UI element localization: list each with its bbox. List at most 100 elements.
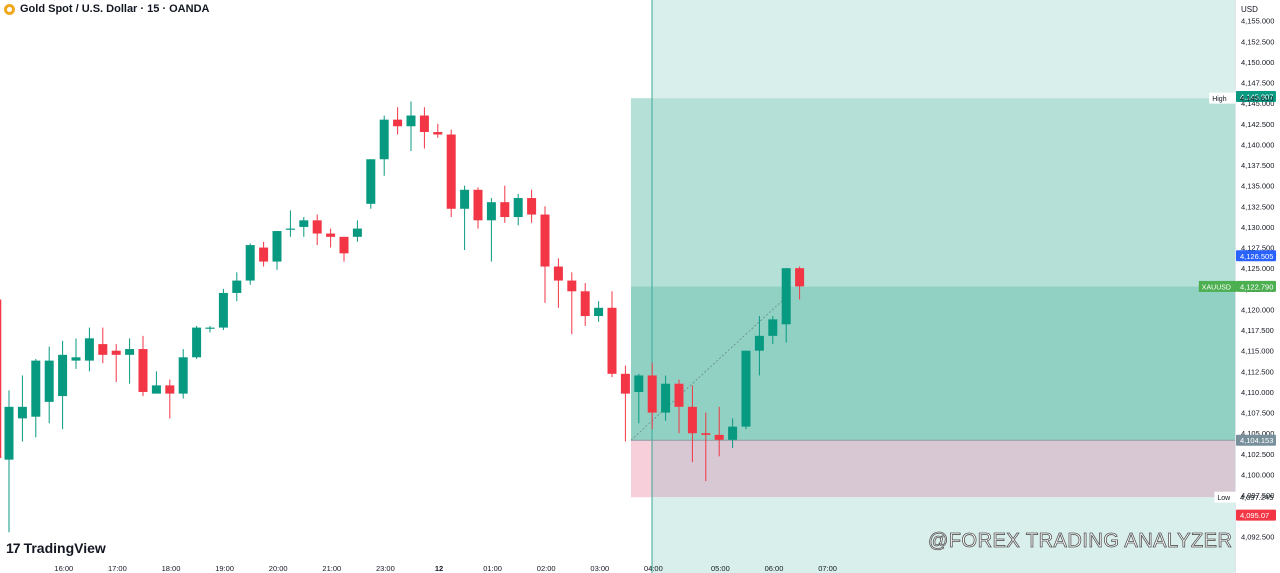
y-tick-label: 4,112.500 <box>1241 367 1274 376</box>
y-tick-label: 4,150.000 <box>1241 58 1274 67</box>
price-side-label-bg <box>1214 491 1236 503</box>
candle-body <box>567 280 577 292</box>
price-level-value: 4,097.245 <box>1240 493 1273 502</box>
target-zone-upper <box>652 0 1235 99</box>
y-tick-label: 4,100.000 <box>1241 470 1274 479</box>
candle-body <box>151 385 161 394</box>
price-side-label: XAUUSD <box>1202 284 1231 291</box>
y-tick-label: 4,117.500 <box>1241 326 1274 335</box>
tradingview-mark-icon: 17 <box>6 540 21 556</box>
candle-body <box>620 373 630 394</box>
candle-body <box>393 119 403 127</box>
x-tick-label: 06:00 <box>765 564 784 573</box>
candle-body <box>259 247 269 262</box>
candle-body <box>58 354 68 397</box>
y-tick-label: 4,120.000 <box>1241 305 1274 314</box>
profit-zone <box>631 286 1235 441</box>
candle-body <box>352 228 362 237</box>
y-tick-label: 4,152.500 <box>1241 37 1274 46</box>
price-tag-value: 4,126.505 <box>1240 252 1273 261</box>
candle-body <box>205 327 215 329</box>
candle-body <box>728 426 738 440</box>
candle-body <box>540 214 550 267</box>
y-tick-label: 4,127.500 <box>1241 244 1274 253</box>
candle-body <box>513 198 523 218</box>
target-zone <box>631 98 1235 287</box>
x-tick-label: 07:00 <box>818 564 837 573</box>
candle-body <box>366 159 376 204</box>
candle-body <box>44 360 54 402</box>
y-tick-label: 4,110.000 <box>1241 388 1274 397</box>
x-tick-label: 05:00 <box>711 564 730 573</box>
candle-body <box>580 291 590 317</box>
candle-body <box>312 220 322 234</box>
x-tick-label: 01:00 <box>483 564 502 573</box>
candle-body <box>285 228 295 230</box>
candle-body <box>326 233 336 237</box>
y-tick-label: 4,155.000 <box>1241 17 1274 26</box>
x-tick-label: 03:00 <box>590 564 609 573</box>
x-tick-label: 12 <box>435 564 443 573</box>
candle-body <box>245 245 255 281</box>
tradingview-logo[interactable]: 17 TradingView <box>6 540 106 556</box>
price-tag-value: 4,122.790 <box>1240 282 1273 291</box>
y-tick-label: 4,145.000 <box>1241 99 1274 108</box>
candle-body <box>527 198 537 215</box>
candle-body <box>607 307 617 374</box>
x-tick-label: 04:00 <box>644 564 663 573</box>
price-level-value: 4,145.610 <box>1240 94 1273 103</box>
candle-body <box>218 292 228 328</box>
lower-band <box>652 497 1235 573</box>
x-tick-label: 16:00 <box>54 564 73 573</box>
candle-body <box>634 375 644 392</box>
symbol-title[interactable]: Gold Spot / U.S. Dollar · 15 · OANDA <box>20 3 210 15</box>
price-tag-value: 4,145.807 <box>1240 92 1273 101</box>
gold-coin-icon <box>4 3 15 15</box>
candle-body <box>71 357 81 361</box>
watermark-text: @FOREX TRADING ANALYZER <box>928 530 1233 553</box>
y-tick-label: 4,132.500 <box>1241 202 1274 211</box>
candle-body <box>272 231 282 262</box>
x-tick-label: 19:00 <box>215 564 234 573</box>
price-tag <box>1236 509 1276 521</box>
candle-body <box>446 134 456 209</box>
candle-body <box>84 338 94 361</box>
x-tick-label: 18:00 <box>162 564 181 573</box>
candle-body <box>701 433 711 435</box>
y-tick-label: 4,107.500 <box>1241 409 1274 418</box>
candle-body <box>379 119 389 160</box>
price-side-label: Low <box>1217 495 1231 502</box>
candle-body <box>594 307 604 317</box>
price-side-label: High <box>1212 96 1227 103</box>
candle-body <box>500 202 510 218</box>
candle-body <box>687 406 697 434</box>
price-side-label-bg <box>1209 92 1236 104</box>
candle-body <box>754 335 764 351</box>
x-tick-label: 21:00 <box>322 564 341 573</box>
candle-body <box>674 383 684 407</box>
candle-body <box>473 189 483 221</box>
price-tag-value: 4,104.153 <box>1240 436 1273 445</box>
y-tick-label: 4,140.000 <box>1241 140 1274 149</box>
candle-body <box>125 349 135 355</box>
price-tag-value: 4,095.07 <box>1240 511 1269 520</box>
y-tick-label: 4,125.000 <box>1241 264 1274 273</box>
y-tick-label: 4,130.000 <box>1241 223 1274 232</box>
y-tick-label: 4,115.000 <box>1241 347 1274 356</box>
candle-body <box>299 220 309 227</box>
candle-body <box>17 406 27 419</box>
candle-body <box>31 360 41 417</box>
price-tag <box>1236 434 1276 446</box>
x-tick-label: 02:00 <box>537 564 556 573</box>
candle-body <box>4 406 14 460</box>
stop-zone-overlap <box>652 440 1235 498</box>
candle-body <box>795 268 805 287</box>
candle-body <box>661 383 671 413</box>
y-tick-label: 4,135.000 <box>1241 182 1274 191</box>
y-tick-label: 4,092.500 <box>1241 532 1274 541</box>
tradingview-logo-text: TradingView <box>23 540 106 556</box>
trend-dashed-line <box>630 296 787 441</box>
candle-body <box>339 236 349 254</box>
candle-body <box>553 266 563 281</box>
